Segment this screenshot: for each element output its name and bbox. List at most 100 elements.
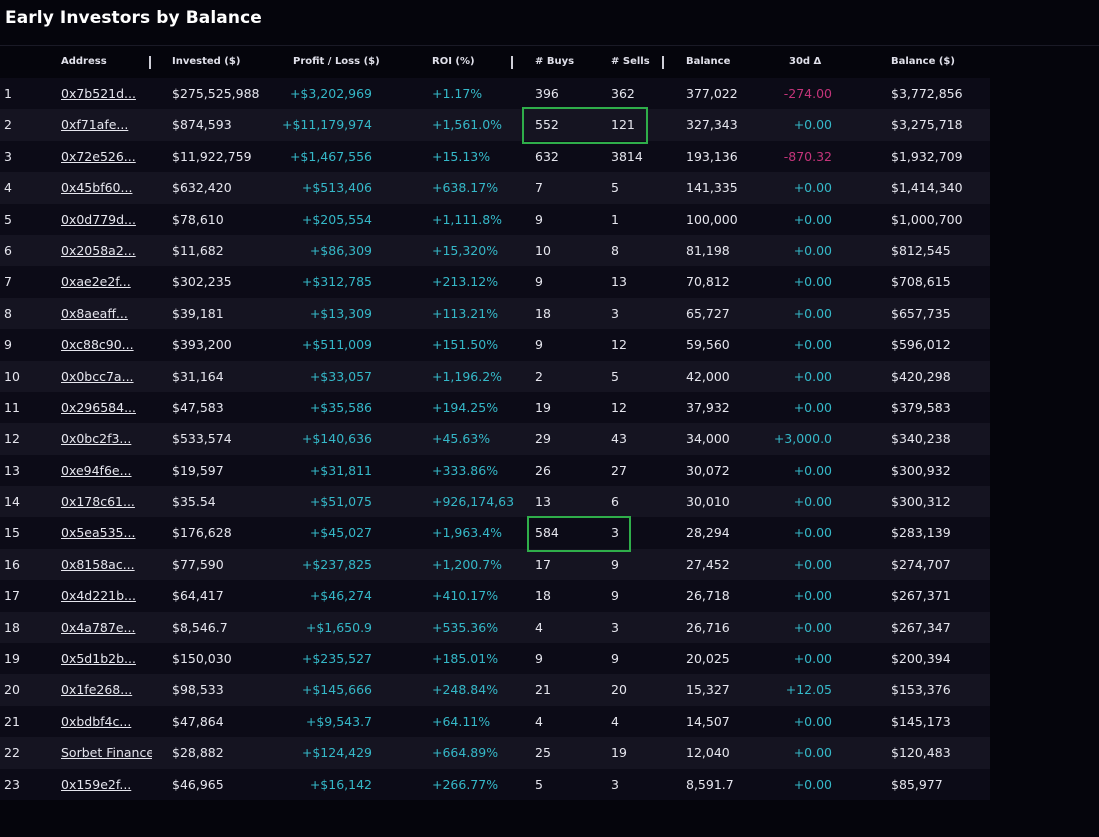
delta-30d-value: +0.00 xyxy=(793,776,832,792)
col-header-address[interactable]: Address xyxy=(61,56,107,67)
address-link[interactable]: 0xe94f6e... xyxy=(61,462,132,478)
invested-value: $35.54 xyxy=(172,494,216,510)
sells-count: 8 xyxy=(611,242,619,258)
table-row[interactable]: 11 0x296584... $47,583 +$35,586 +194.25% 19 12… xyxy=(0,391,990,424)
row-index: 5 xyxy=(4,211,12,227)
address-link[interactable]: 0x2058a2... xyxy=(61,242,136,258)
balance-value: 100,000 xyxy=(686,211,738,227)
profit-loss-value: +$33,057 xyxy=(309,368,372,384)
address-link[interactable]: 0xae2e2f... xyxy=(61,274,131,290)
balance-value: 26,716 xyxy=(686,619,730,635)
table-row[interactable]: 4 0x45bf60... $632,420 +$513,406 +638.17% 7 5 1… xyxy=(0,172,990,204)
table-row[interactable]: 10 0x0bcc7a... $31,164 +$33,057 +1,196.2% 2 5 4… xyxy=(0,360,990,392)
address-link[interactable]: 0x0bcc7a... xyxy=(61,368,134,384)
roi-value: +1,963.4% xyxy=(432,525,503,541)
buys-count: 9 xyxy=(535,274,543,290)
table-row[interactable]: 21 0xbdbf4c... $47,864 +$9,543.7 +64.11% 4 4 14… xyxy=(0,705,990,738)
table-row[interactable]: 14 0x178c61... $35.54 +$51,075 +926,174,636%… xyxy=(0,486,990,518)
profit-loss-value: +$237,825 xyxy=(301,556,372,572)
col-header-invested[interactable]: Invested ($) xyxy=(172,56,241,67)
row-index: 20 xyxy=(4,682,20,698)
table-row[interactable]: 23 0x159e2f... $46,965 +$16,142 +266.77% 5 3 8,… xyxy=(0,768,990,800)
buys-count: 18 xyxy=(535,305,551,321)
roi-value: +45.63% xyxy=(432,431,491,447)
table-row[interactable]: 8 0x8aeaff... $39,181 +$13,309 +113.21% 18 3 65… xyxy=(0,297,990,330)
balance-usd-value: $153,376 xyxy=(891,682,951,698)
delta-30d-value: +0.00 xyxy=(793,556,832,572)
col-header-profit-loss[interactable]: Profit / Loss ($) xyxy=(293,56,380,67)
table-row[interactable]: 15 0x5ea535... $176,628 +$45,027 +1,963.4% 58… xyxy=(0,517,990,549)
roi-value: +535.36% xyxy=(432,619,499,635)
invested-value: $28,882 xyxy=(172,745,224,761)
table-row[interactable]: 19 0x5d1b2b... $150,030 +$235,527 +185.01% 9 9… xyxy=(0,643,990,675)
address-link[interactable]: 0x45bf60... xyxy=(61,180,133,196)
balance-usd-value: $267,371 xyxy=(891,588,951,604)
roi-value: +1,200.7% xyxy=(432,556,503,572)
profit-loss-value: +$3,202,969 xyxy=(289,86,372,101)
profit-loss-value: +$1,650.9 xyxy=(305,619,372,635)
address-link[interactable]: 0x7b521d... xyxy=(61,86,136,101)
col-header-balance-usd[interactable]: Balance ($) xyxy=(891,56,955,67)
col-header-sells[interactable]: # Sells xyxy=(611,56,650,67)
profit-loss-value: +$205,554 xyxy=(301,211,372,227)
row-index: 22 xyxy=(4,745,20,761)
table-row[interactable]: 6 0x2058a2... $11,682 +$86,309 +15,320% 10 8 81… xyxy=(0,234,990,267)
sells-count: 20 xyxy=(611,682,627,698)
table-row[interactable]: 22 Sorbet Finance H $28,882 +$124,429 +664.8… xyxy=(0,737,990,769)
table-row[interactable]: 12 0x0bc2f3... $533,574 +$140,636 +45.63% 29 4… xyxy=(0,423,990,455)
table-row[interactable]: 5 0x0d779d... $78,610 +$205,554 +1,111.8% 9 1 1… xyxy=(0,203,990,235)
address-link[interactable]: 0x159e2f... xyxy=(61,776,132,792)
address-link[interactable]: 0x8aeaff... xyxy=(61,305,128,321)
table-row[interactable]: 13 0xe94f6e... $19,597 +$31,811 +333.86% 26 27… xyxy=(0,454,990,487)
sells-count: 4 xyxy=(611,713,619,729)
address-link[interactable]: 0xc88c90... xyxy=(61,337,134,353)
sells-count: 121 xyxy=(611,117,635,133)
address-link[interactable]: 0xbdbf4c... xyxy=(61,713,132,729)
address-link[interactable]: 0x5d1b2b... xyxy=(61,651,136,667)
table-row[interactable]: 17 0x4d221b... $64,417 +$46,274 +410.17% 18 9 2… xyxy=(0,580,990,612)
balance-value: 37,932 xyxy=(686,399,730,415)
profit-loss-value: +$31,811 xyxy=(309,462,372,478)
table-row[interactable]: 20 0x1fe268... $98,533 +$145,666 +248.84% 21 2… xyxy=(0,674,990,706)
column-resize-handle[interactable] xyxy=(149,56,151,69)
invested-value: $11,922,759 xyxy=(172,148,252,164)
sells-count: 1 xyxy=(611,211,619,227)
col-header-30d-delta[interactable]: 30d Δ xyxy=(789,56,822,67)
address-link[interactable]: 0x0bc2f3... xyxy=(61,431,132,447)
table-row[interactable]: 7 0xae2e2f... $302,235 +$312,785 +213.12% 9 13… xyxy=(0,266,990,298)
buys-count: 4 xyxy=(535,713,543,729)
table-row[interactable]: 16 0x8158ac... $77,590 +$237,825 +1,200.7% 17… xyxy=(0,548,990,581)
balance-usd-value: $708,615 xyxy=(891,274,951,290)
table-row[interactable]: 2 0xf71afe... $874,593 +$11,179,974 +1,561.0… xyxy=(0,109,990,141)
balance-usd-value: $1,414,340 xyxy=(891,180,963,196)
delta-30d-value: +0.00 xyxy=(793,588,832,604)
table-row[interactable]: 18 0x4a787e... $8,546.7 +$1,650.9 +535.36% 4 3… xyxy=(0,611,990,644)
address-link[interactable]: 0x8158ac... xyxy=(61,556,135,572)
table-row[interactable]: 3 0x72e526... $11,922,759 +$1,467,556 +15.13… xyxy=(0,140,990,173)
balance-usd-value: $274,707 xyxy=(891,556,951,572)
column-resize-handle[interactable] xyxy=(662,56,664,69)
table-row[interactable]: 9 0xc88c90... $393,200 +$511,009 +151.50% 9 12… xyxy=(0,329,990,361)
address-link[interactable]: 0x4a787e... xyxy=(61,619,136,635)
address-link[interactable]: 0x1fe268... xyxy=(61,682,133,698)
address-link[interactable]: 0xf71afe... xyxy=(61,117,129,133)
address-link[interactable]: 0x5ea535... xyxy=(61,525,136,541)
balance-value: 26,718 xyxy=(686,588,730,604)
address-link[interactable]: 0x72e526... xyxy=(61,148,136,164)
column-resize-handle[interactable] xyxy=(511,56,513,69)
address-link[interactable]: 0x178c61... xyxy=(61,494,135,510)
address-link[interactable]: 0x4d221b... xyxy=(61,588,136,604)
balance-usd-value: $1,000,700 xyxy=(891,211,963,227)
balance-usd-value: $1,932,709 xyxy=(891,148,963,164)
address-link[interactable]: 0x296584... xyxy=(61,399,136,415)
col-header-balance[interactable]: Balance xyxy=(686,56,731,67)
buys-count: 584 xyxy=(535,525,559,541)
col-header-buys[interactable]: # Buys xyxy=(535,56,575,67)
address-link[interactable]: 0x0d779d... xyxy=(61,211,136,227)
address-link[interactable]: Sorbet Finance H xyxy=(61,745,152,761)
balance-value: 27,452 xyxy=(686,556,730,572)
col-header-roi[interactable]: ROI (%) xyxy=(432,56,475,67)
invested-value: $98,533 xyxy=(172,682,224,698)
table-row[interactable]: 1 0x7b521d... $275,525,988 +$3,202,969 +1.17… xyxy=(0,78,990,110)
buys-count: 9 xyxy=(535,337,543,353)
